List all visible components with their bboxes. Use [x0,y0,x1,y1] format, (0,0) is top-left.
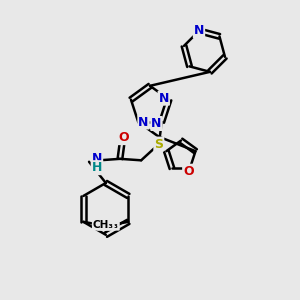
Text: N: N [159,92,169,105]
Text: CH₃: CH₃ [98,220,119,230]
Text: H: H [92,161,102,174]
Text: S: S [154,138,163,151]
Text: N: N [92,152,102,165]
Text: O: O [118,131,129,144]
Text: N: N [194,24,204,38]
Text: N: N [151,117,162,130]
Text: N: N [138,116,149,128]
Text: CH₃: CH₃ [93,220,114,230]
Text: O: O [183,165,194,178]
